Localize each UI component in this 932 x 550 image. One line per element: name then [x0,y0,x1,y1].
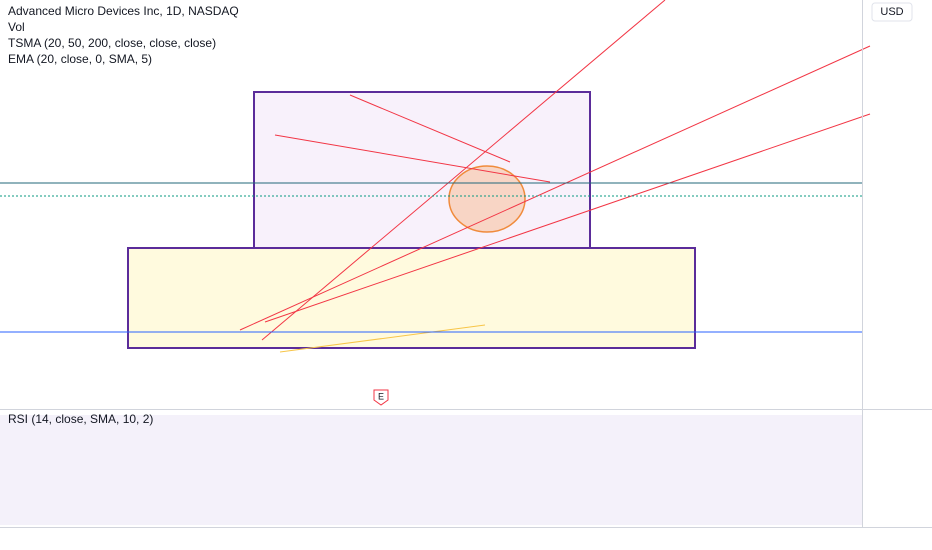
trend-line [349,94,511,163]
trend-line [279,324,486,353]
rsi-band [0,415,862,525]
purple-zone [253,91,591,249]
indicator-legend: TSMA (20, 50, 200, close, close, close) [8,36,216,50]
yellow-zone [127,247,696,349]
symbol-title: Advanced Micro Devices Inc, 1D, NASDAQ [8,4,239,18]
indicator-legend: RSI (14, close, SMA, 10, 2) [8,412,153,426]
currency[interactable]: USD [880,6,903,18]
earnings-marker: E [373,389,389,406]
trend-line [264,113,871,323]
trend-lines [239,0,871,341]
indicator-legend: Vol [8,20,25,34]
svg-text:E: E [378,391,384,401]
trend-line [274,134,551,183]
currency-button[interactable] [871,2,913,22]
trend-line [261,0,666,341]
trend-line [239,45,871,331]
indicator-legend: EMA (20, close, 0, SMA, 5) [8,52,152,66]
